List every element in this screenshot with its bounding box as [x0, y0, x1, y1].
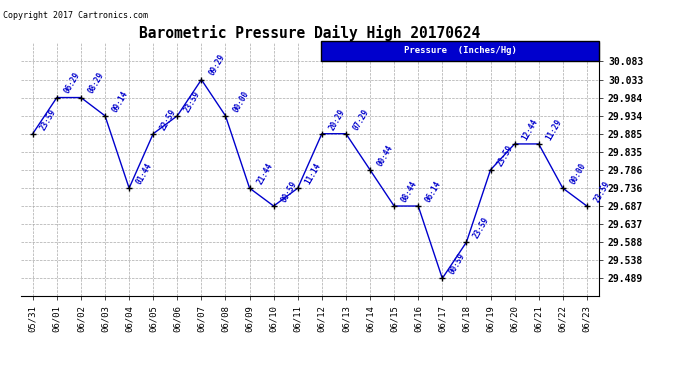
Text: 23:59: 23:59 — [496, 143, 515, 168]
Text: 06:29: 06:29 — [62, 71, 81, 95]
Text: 22:59: 22:59 — [159, 107, 178, 132]
Text: 09:29: 09:29 — [207, 53, 226, 78]
Text: 07:29: 07:29 — [351, 107, 371, 132]
Text: 06:14: 06:14 — [424, 179, 443, 204]
Text: 23:59: 23:59 — [472, 216, 491, 240]
FancyBboxPatch shape — [322, 40, 599, 61]
Text: Pressure  (Inches/Hg): Pressure (Inches/Hg) — [404, 46, 517, 55]
Text: 21:44: 21:44 — [255, 162, 275, 186]
Text: 11:14: 11:14 — [304, 162, 323, 186]
Text: 00:59: 00:59 — [448, 252, 467, 276]
Title: Barometric Pressure Daily High 20170624: Barometric Pressure Daily High 20170624 — [139, 25, 480, 40]
Text: 12:44: 12:44 — [520, 117, 540, 142]
Text: 00:00: 00:00 — [231, 89, 250, 114]
Text: 23:59: 23:59 — [183, 89, 202, 114]
Text: 08:44: 08:44 — [400, 179, 419, 204]
Text: 00:44: 00:44 — [375, 143, 395, 168]
Text: 11:29: 11:29 — [544, 117, 564, 142]
Text: 20:29: 20:29 — [328, 107, 347, 132]
Text: 08:29: 08:29 — [86, 71, 106, 95]
Text: 01:44: 01:44 — [135, 162, 154, 186]
Text: 23:59: 23:59 — [593, 179, 612, 204]
Text: 00:59: 00:59 — [279, 179, 299, 204]
Text: 00:00: 00:00 — [569, 162, 588, 186]
Text: 23:59: 23:59 — [39, 107, 58, 132]
Text: Copyright 2017 Cartronics.com: Copyright 2017 Cartronics.com — [3, 11, 148, 20]
Text: 09:14: 09:14 — [110, 89, 130, 114]
